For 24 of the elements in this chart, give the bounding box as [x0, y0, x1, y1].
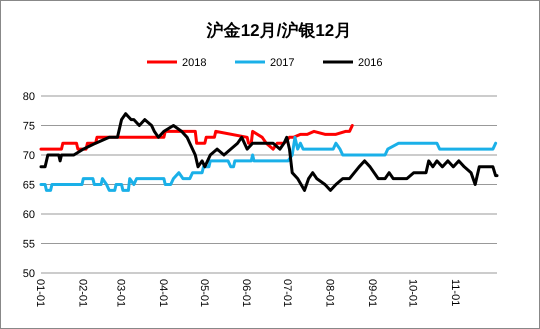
line-series: [40, 136, 498, 192]
y-tick-label: 50: [22, 268, 35, 280]
y-tick-label: 80: [22, 91, 35, 103]
legend-label: 2018: [182, 57, 206, 69]
x-tick-label: 09-01: [366, 279, 378, 308]
line-series: [40, 112, 498, 192]
x-tick-label: 04-01: [156, 279, 169, 308]
y-tick-label: 55: [22, 238, 35, 250]
x-tick-label: 02-01: [76, 279, 88, 308]
chart-title: 沪金12月/沪银12月: [206, 21, 352, 40]
x-tick-label: 03-01: [114, 279, 127, 308]
x-tick-label: 01-01: [34, 279, 46, 308]
y-tick-label: 65: [22, 180, 35, 192]
legend-label: 2017: [270, 57, 294, 69]
x-tick-label: 08-01: [323, 279, 336, 308]
x-tick-label: 07-01: [281, 279, 294, 308]
x-tick-label: 11-01: [449, 279, 462, 306]
x-tick-label: 10-01: [406, 279, 419, 308]
x-tick-label: 05-01: [198, 279, 210, 308]
y-tick-label: 60: [22, 209, 35, 221]
y-tick-label: 70: [22, 150, 35, 162]
legend-label: 2016: [358, 57, 382, 69]
x-tick-label: 06-01: [240, 279, 252, 308]
y-tick-label: 75: [22, 120, 35, 132]
